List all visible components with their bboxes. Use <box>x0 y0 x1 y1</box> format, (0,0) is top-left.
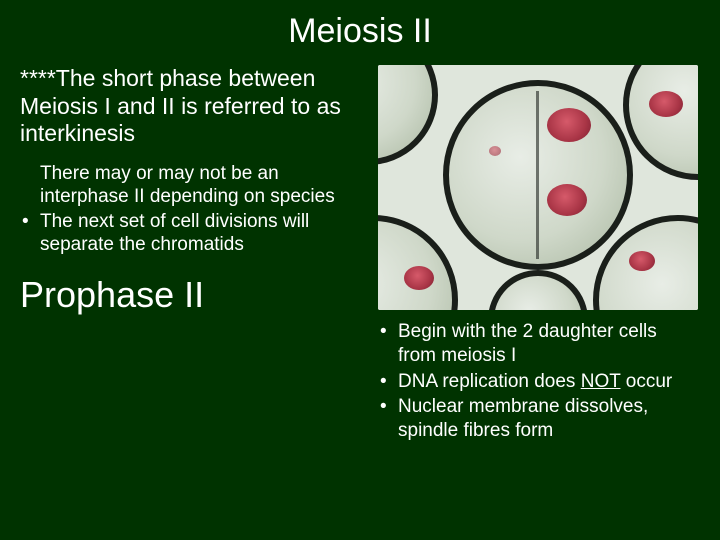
left-column: ****The short phase between Meiosis I an… <box>20 65 370 443</box>
left-body: There may or may not be an interphase II… <box>20 162 370 257</box>
intro-text: ****The short phase between Meiosis I an… <box>20 65 370 148</box>
right-bullet-2: DNA replication does NOT occur <box>378 370 700 394</box>
slide: Meiosis II ****The short phase between M… <box>0 0 720 540</box>
cell-micrograph <box>378 65 698 310</box>
right-bullet-list: Begin with the 2 daughter cells from mei… <box>378 320 700 443</box>
right-bullet-1: Begin with the 2 daughter cells from mei… <box>378 320 700 368</box>
rb2-post: occur <box>620 371 672 392</box>
right-column: Begin with the 2 daughter cells from mei… <box>378 65 700 443</box>
rb2-pre: DNA replication does <box>398 371 581 392</box>
content-columns: ****The short phase between Meiosis I an… <box>20 65 700 443</box>
left-paragraph: There may or may not be an interphase II… <box>20 162 370 208</box>
left-bullet-1: The next set of cell divisions will sepa… <box>20 210 370 256</box>
rb2-not: NOT <box>581 371 621 392</box>
slide-title: Meiosis II <box>20 12 700 51</box>
phase-heading: Prophase II <box>20 274 370 316</box>
right-bullet-3: Nuclear membrane dissolves, spindle fibr… <box>378 395 700 443</box>
